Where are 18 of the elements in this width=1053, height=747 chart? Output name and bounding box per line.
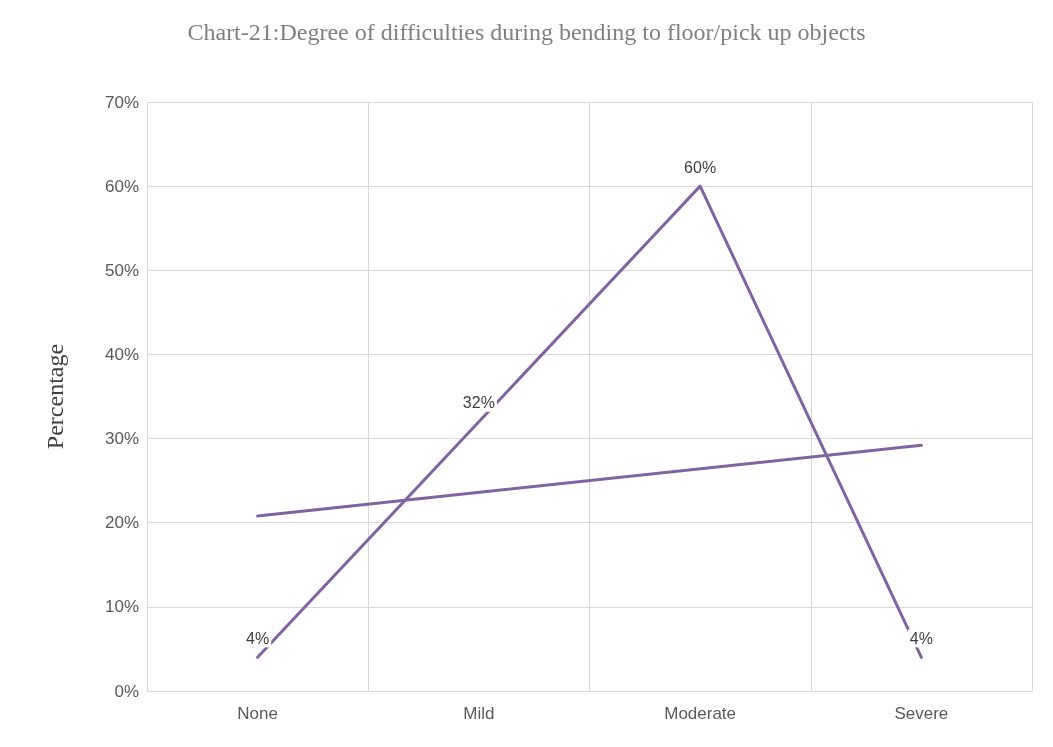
y-tick-label: 40%: [104, 344, 139, 364]
y-tick-label: 50%: [104, 260, 139, 280]
x-tick-label: None: [237, 704, 278, 723]
y-tick-label: 10%: [104, 597, 139, 617]
x-tick-label: Mild: [463, 704, 495, 723]
y-tick-label: 20%: [104, 513, 139, 533]
y-tick-label: 70%: [104, 92, 139, 112]
data-label: 60%: [684, 158, 717, 176]
data-label: 32%: [462, 394, 495, 412]
x-tick-label: Severe: [894, 704, 949, 723]
y-tick-label: 30%: [104, 429, 139, 449]
data-label: 4%: [246, 629, 270, 647]
chart-title: Chart-21:Degree of difficulties during bending to floor/pick up objects: [187, 19, 866, 45]
y-tick-label: 0%: [114, 681, 139, 701]
y-tick-label: 60%: [104, 176, 139, 196]
y-axis-title: Percentage: [42, 343, 68, 450]
x-tick-label: Moderate: [664, 704, 737, 723]
data-label: 4%: [909, 629, 933, 647]
